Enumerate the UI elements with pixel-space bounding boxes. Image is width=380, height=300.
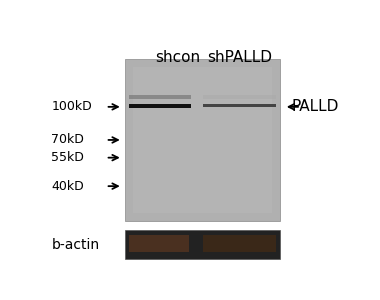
Text: shPALLD: shPALLD [207,50,272,65]
Bar [129,235,189,252]
Bar [203,95,276,99]
Text: shcon: shcon [155,50,200,65]
Bar [129,104,191,108]
Bar [203,235,276,252]
Bar [203,104,276,107]
Bar [129,95,191,99]
Bar [125,230,280,259]
Text: PALLD: PALLD [291,99,339,114]
Text: 70kD: 70kD [51,134,84,146]
Text: 100kD: 100kD [51,100,92,113]
Bar [125,59,280,221]
Text: 40kD: 40kD [51,180,84,193]
Text: 55kD: 55kD [51,151,84,164]
Text: b-actin: b-actin [51,238,100,252]
Bar [133,67,272,213]
